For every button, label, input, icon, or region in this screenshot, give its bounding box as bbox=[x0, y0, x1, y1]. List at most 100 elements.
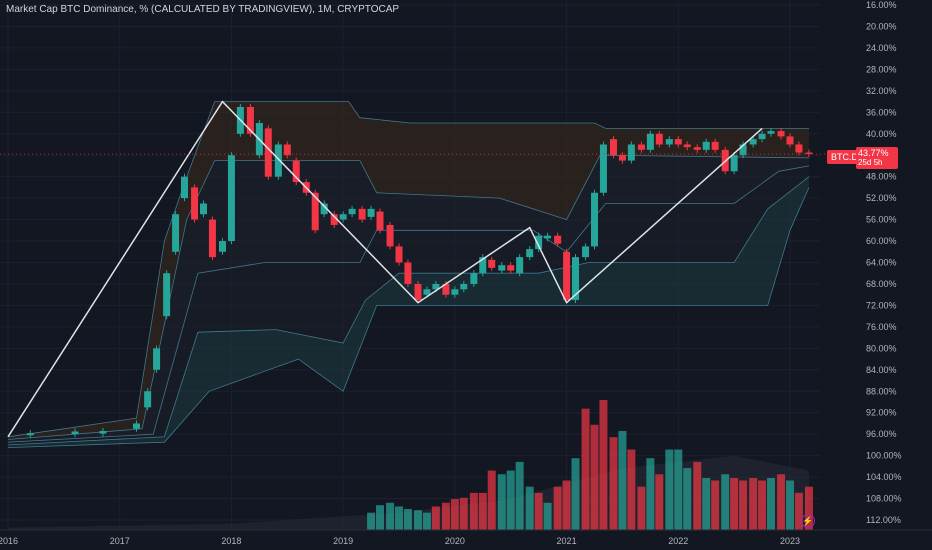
y-tick-label: 104.00% bbox=[866, 472, 902, 482]
mid-upper-channel-band bbox=[8, 155, 809, 443]
x-tick-label: 2018 bbox=[221, 536, 241, 546]
y-tick-label: 112.00% bbox=[866, 515, 901, 525]
y-tick-label: 84.00% bbox=[866, 365, 897, 375]
candle bbox=[488, 259, 496, 268]
candle bbox=[618, 155, 626, 161]
volume-bar bbox=[478, 492, 487, 530]
candle bbox=[132, 423, 140, 429]
volume-bar bbox=[543, 502, 552, 530]
y-tick-label: 48.00% bbox=[866, 172, 897, 182]
candle bbox=[554, 235, 562, 244]
y-tick-label: 20.00% bbox=[866, 21, 897, 31]
y-tick-label: 24.00% bbox=[866, 43, 897, 53]
volume-bar bbox=[739, 480, 748, 530]
x-tick-label: 2020 bbox=[445, 536, 465, 546]
candle bbox=[218, 241, 226, 252]
current-price-label: 43.77% 25d 5h bbox=[856, 147, 898, 169]
candle bbox=[432, 283, 440, 290]
channel-line-lower-bottom bbox=[7, 187, 810, 448]
candle bbox=[674, 139, 682, 145]
volume-bar bbox=[403, 508, 412, 530]
candle bbox=[795, 144, 803, 153]
candle bbox=[805, 152, 813, 155]
volume-bar bbox=[609, 437, 618, 530]
candle bbox=[683, 144, 691, 148]
candle bbox=[702, 141, 710, 150]
volume-bar bbox=[450, 499, 459, 530]
candle bbox=[283, 144, 291, 156]
volume-bar bbox=[637, 486, 646, 530]
x-tick-label: 2021 bbox=[557, 536, 577, 546]
y-tick-label: 36.00% bbox=[866, 107, 897, 117]
volume-bar bbox=[395, 506, 403, 530]
y-tick-label: 60.00% bbox=[866, 236, 897, 246]
y-tick-label: 40.00% bbox=[866, 129, 897, 139]
volume-bar bbox=[786, 480, 794, 530]
candle bbox=[609, 139, 617, 156]
volume-bar bbox=[599, 400, 608, 530]
upper-channel-band bbox=[8, 101, 809, 440]
candle bbox=[563, 251, 571, 301]
candle bbox=[516, 257, 524, 274]
candle bbox=[208, 219, 216, 258]
candle bbox=[777, 131, 785, 137]
candle bbox=[479, 257, 487, 274]
volume-bar bbox=[376, 505, 385, 530]
candle bbox=[582, 246, 590, 258]
candle bbox=[544, 235, 552, 239]
candle bbox=[339, 214, 347, 220]
zigzag-line bbox=[7, 100, 763, 438]
volume-bar bbox=[487, 470, 496, 530]
y-tick-label: 72.00% bbox=[866, 300, 897, 310]
y-tick-label: 88.00% bbox=[866, 386, 897, 396]
volume-bar bbox=[693, 461, 702, 530]
x-tick-label: 2017 bbox=[110, 536, 130, 546]
candle bbox=[637, 144, 645, 150]
volume-bar bbox=[534, 492, 543, 530]
candle bbox=[99, 430, 107, 434]
candle bbox=[749, 139, 757, 145]
candle bbox=[507, 265, 515, 271]
volume-bar bbox=[767, 478, 776, 530]
volume-bar bbox=[590, 424, 599, 530]
volume-bar bbox=[674, 449, 683, 530]
candle bbox=[395, 246, 403, 263]
channel-line-lower-mid bbox=[7, 176, 810, 446]
mid-lower-channel-band bbox=[8, 165, 809, 445]
volume-bar bbox=[777, 474, 786, 530]
x-tick-label: 2016 bbox=[0, 536, 18, 546]
volume-bar bbox=[702, 478, 711, 530]
candle bbox=[358, 208, 366, 220]
candle bbox=[246, 106, 254, 134]
x-tick-label: 2023 bbox=[780, 536, 800, 546]
y-tick-label: 28.00% bbox=[866, 64, 897, 74]
volume-bar bbox=[618, 430, 627, 530]
candle bbox=[591, 192, 598, 247]
volume-bar bbox=[367, 512, 376, 530]
candle bbox=[181, 176, 189, 199]
current-price-value: 43.77% bbox=[858, 148, 889, 158]
volume-bar bbox=[562, 480, 571, 530]
candle bbox=[786, 136, 794, 145]
volume-bar bbox=[627, 449, 636, 530]
candle bbox=[330, 214, 338, 225]
volume-bar bbox=[413, 510, 422, 530]
channel-line-mid bbox=[7, 165, 810, 443]
candle bbox=[320, 203, 328, 215]
lower-channel-band bbox=[8, 176, 809, 448]
candle bbox=[274, 144, 282, 177]
candle bbox=[442, 283, 450, 295]
volume-bar bbox=[655, 474, 664, 530]
volume-bar bbox=[730, 478, 739, 530]
candle bbox=[758, 133, 766, 140]
lightning-icon[interactable]: ⚡ bbox=[801, 514, 815, 528]
volume-bar bbox=[441, 502, 450, 530]
y-tick-label: 32.00% bbox=[866, 86, 897, 96]
volume-bar bbox=[497, 474, 506, 530]
candle bbox=[627, 144, 635, 161]
volume-bar bbox=[553, 486, 562, 530]
volume-bar bbox=[506, 470, 515, 530]
y-tick-label: 68.00% bbox=[866, 279, 897, 289]
y-tick-label: 100.00% bbox=[866, 451, 902, 461]
